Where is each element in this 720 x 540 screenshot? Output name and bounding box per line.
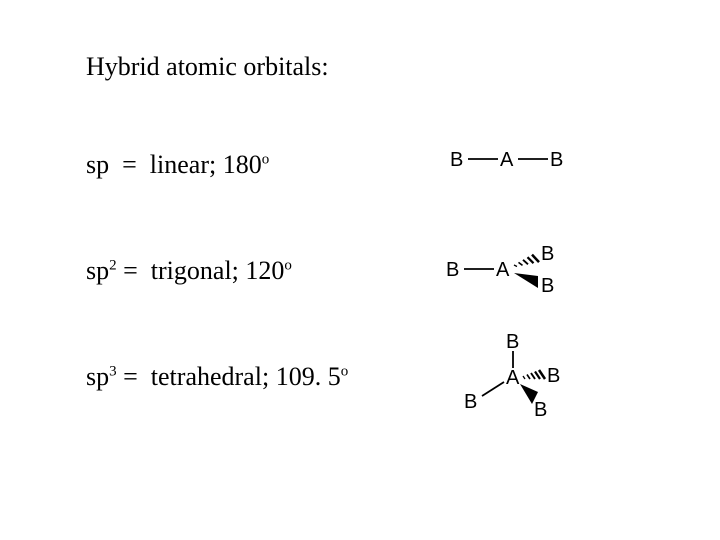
- angle-sp2: 120: [245, 256, 284, 285]
- orbital-sp3-label: sp: [86, 362, 109, 391]
- atom-b-right: B: [547, 365, 560, 387]
- atom-b-lowerright: B: [534, 399, 547, 421]
- atom-b-lower: B: [541, 275, 554, 297]
- atom-a-center: A: [500, 149, 514, 171]
- row-sp2: sp2 = trigonal; 120o: [86, 256, 292, 286]
- atom-b-right: B: [550, 149, 563, 171]
- page-title: Hybrid atomic orbitals:: [86, 52, 329, 82]
- orbital-sp-label: sp: [86, 150, 109, 179]
- atom-b-top: B: [506, 332, 519, 353]
- geometry-sp3: tetrahedral: [151, 362, 262, 391]
- atom-b-left: B: [446, 259, 459, 281]
- orbital-sp2-label: sp: [86, 256, 109, 285]
- atom-a-center: A: [506, 367, 520, 389]
- degree-sp3: o: [341, 363, 349, 379]
- diagram-sp-linear: B A B: [450, 146, 580, 181]
- angle-sp3: 109. 5: [276, 362, 341, 391]
- orbital-sp3-super: 3: [109, 363, 117, 379]
- row-sp3: sp3 = tetrahedral; 109. 5o: [86, 362, 348, 392]
- geometry-sp: linear: [150, 150, 209, 179]
- atom-b-left: B: [464, 391, 477, 413]
- atom-b-upper: B: [541, 244, 554, 265]
- diagram-sp2-trigonal: B A B B: [446, 244, 586, 303]
- bond-dash-wedge: [523, 370, 545, 379]
- bond-dash-wedge: [514, 255, 539, 267]
- geometry-sp2: trigonal: [151, 256, 232, 285]
- orbital-sp2-super: 2: [109, 257, 117, 273]
- diagram-sp3-tetrahedral: B A B B B: [452, 332, 592, 427]
- bond-solid-wedge: [514, 273, 538, 288]
- angle-sp: 180: [223, 150, 262, 179]
- row-sp: sp = linear; 180o: [86, 150, 269, 180]
- atom-b-left: B: [450, 149, 463, 171]
- atom-a-center: A: [496, 259, 510, 281]
- degree-sp: o: [262, 151, 270, 167]
- bond-line: [482, 382, 504, 396]
- degree-sp2: o: [284, 257, 292, 273]
